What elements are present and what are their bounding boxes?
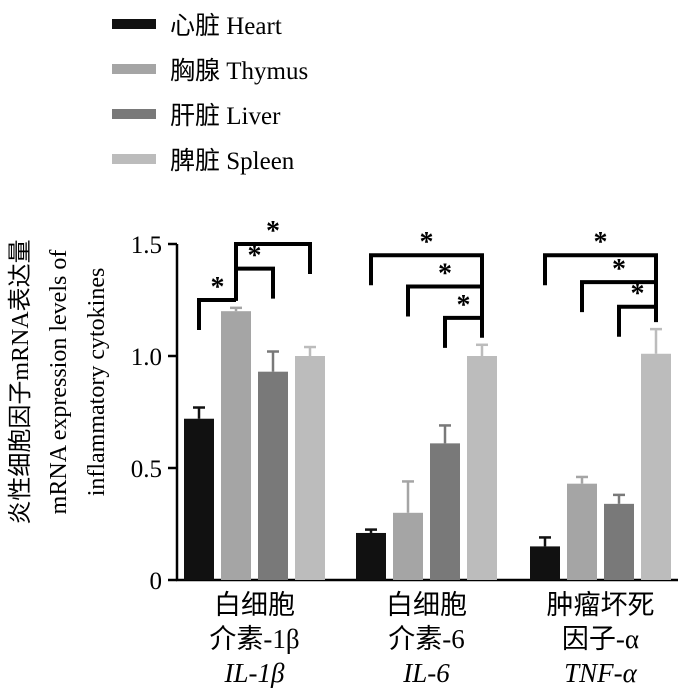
significance-bracket-7 [543,253,658,286]
significance-star-6: * [457,290,471,321]
x-group-label-3-line-1: 肿瘤坏死 [547,590,655,620]
bar-group2-series3 [430,443,460,580]
significance-star-8: * [612,254,626,285]
legend-swatch-0 [112,19,156,29]
significance-bracket-2 [234,266,275,299]
significance-bracket-5 [406,284,484,317]
y-tick-label-3: 1.5 [131,232,162,259]
significance-bracket-9 [617,304,658,337]
y-tick-label-1: 0.5 [131,456,162,483]
significance-star-4: * [420,227,434,258]
significance-star-3: * [266,216,280,247]
y-axis-label-line-1: 炎性细胞因子mRNA表达量 [7,239,34,524]
bar-group3-series2 [567,483,597,580]
legend-swatch-1 [112,64,156,74]
significance-star-2: * [248,241,262,272]
y-axis-label-line-3: inflammatory cytokines [84,268,110,497]
bar-group2-series4 [467,356,497,580]
bar-group2-series2 [393,512,423,580]
bar-group1-series1 [184,418,214,580]
significance-bracket-4 [369,253,484,286]
significance-bracket-8 [580,280,658,313]
y-tick-label-2: 1.0 [131,344,162,371]
bar-group1-series2 [221,311,251,580]
significance-bracket-1 [197,298,238,330]
x-group-label-2-line-3: IL-6 [402,658,450,688]
significance-star-5: * [438,259,452,290]
y-axis-label-line-2: mRNA expression levels of [46,250,72,515]
significance-bracket-6 [443,315,484,348]
legend-label-2: 肝脏 Liver [170,102,281,130]
legend-label-3: 脾脏 Spleen [170,147,295,175]
bar-group3-series1 [530,546,560,580]
x-group-label-3-line-3: TNF-α [564,658,638,688]
x-group-label-2-line-2: 介素-6 [388,624,465,654]
x-group-label-1-line-1: 白细胞 [214,590,295,620]
x-group-label-1-line-3: IL-1β [224,658,285,688]
bar-group1-series3 [258,371,288,580]
bar-group3-series4 [641,353,671,580]
bar-group3-series3 [604,503,634,580]
significance-star-1: * [211,272,225,303]
x-group-label-3-line-2: 因子-α [562,624,639,654]
legend-label-0: 心脏 Heart [170,12,282,40]
x-group-label-2-line-1: 白细胞 [386,590,467,620]
bar-group2-series1 [356,532,386,580]
legend-swatch-2 [112,109,156,119]
significance-star-9: * [631,279,645,310]
bar-group1-series4 [295,356,325,580]
x-group-label-1-line-2: 介素-1β [209,624,299,654]
y-tick-label-0: 0 [150,568,163,595]
legend-label-1: 胸腺 Thymus [170,57,308,85]
significance-star-7: * [594,227,608,258]
legend-swatch-3 [112,154,156,164]
significance-bracket-3 [234,242,312,274]
